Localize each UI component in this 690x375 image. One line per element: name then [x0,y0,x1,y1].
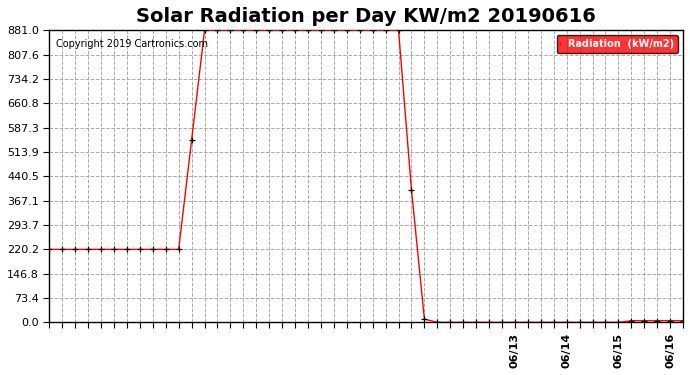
Legend: Radiation  (kW/m2): Radiation (kW/m2) [557,35,678,53]
Title: Solar Radiation per Day KW/m2 20190616: Solar Radiation per Day KW/m2 20190616 [136,7,596,26]
Text: Copyright 2019 Cartronics.com: Copyright 2019 Cartronics.com [56,39,208,49]
